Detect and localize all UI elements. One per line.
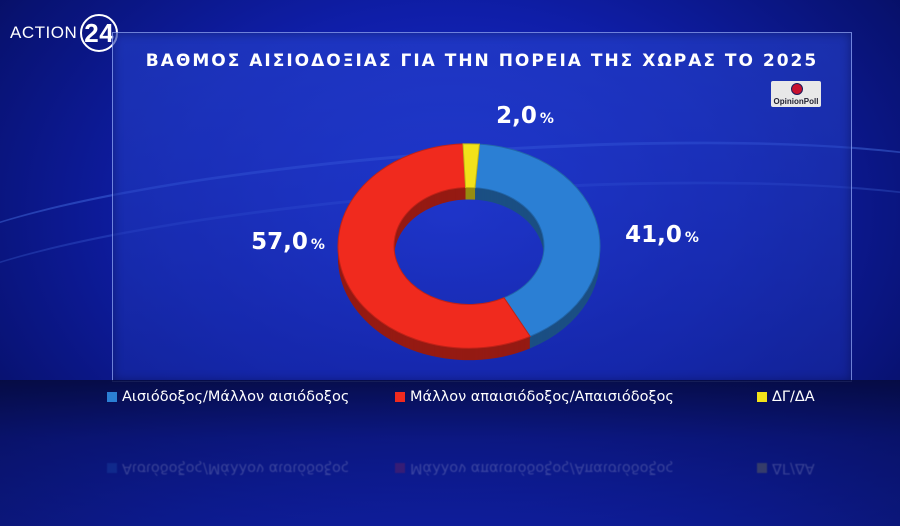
slice-0 [474,143,601,337]
legend-swatch [395,463,405,473]
legend-swatch [107,392,117,402]
legend-item: ΔΓ/ΔΑ [757,389,815,405]
pollster-logo: OpinionPoll [771,81,821,107]
legend-label: Αισιόδοξος/Μάλλον αισιόδοξος [122,460,350,476]
legend-item: Μάλλον απαισιόδοξος/Απαισιόδοξος [395,389,674,405]
legend-reflection: Αισιόδοξος/Μάλλον αισιόδοξος Μάλλον απαισ… [0,452,900,476]
legend-swatch [395,392,405,402]
pollster-name: OpinionPoll [773,97,819,106]
studio-floor [0,380,900,526]
legend-label: Μάλλον απαισιόδοξος/Απαισιόδοξος [410,389,674,405]
legend-label: Αισιόδοξος/Μάλλον αισιόδοξος [122,389,350,405]
legend-item: Αισιόδοξος/Μάλλον αισιόδοξος [107,460,349,476]
legend-swatch [107,463,117,473]
legend-item: Μάλλον απαισιόδοξος/Απαισιόδοξος [395,460,674,476]
slice-value-label: 57,0% [251,229,325,255]
slice-2 [462,143,481,189]
legend-swatch [757,392,767,402]
slice-value-label: 41,0% [625,222,699,248]
chart-legend: Αισιόδοξος/Μάλλον αισιόδοξος Μάλλον απαισ… [0,389,900,413]
chart-title: ΒΑΘΜΟΣ ΑΙΣΙΟΔΟΞΙΑΣ ΓΙΑ ΤΗΝ ΠΟΡΕΙΑ ΤΗΣ ΧΩ… [145,51,819,71]
legend-label: ΔΓ/ΔΑ [772,389,815,405]
legend-label: ΔΓ/ΔΑ [772,460,815,476]
legend-item: ΔΓ/ΔΑ [757,460,815,476]
slice-1 [337,143,531,349]
slice-value-label: 2,0% [496,103,554,129]
logo-text: ACTION [10,23,78,42]
pollster-icon [791,83,803,95]
legend-label: Μάλλον απαισιόδοξος/Απαισιόδοξος [410,460,674,476]
legend-swatch [757,463,767,473]
legend-item: Αισιόδοξος/Μάλλον αισιόδοξος [107,389,349,405]
